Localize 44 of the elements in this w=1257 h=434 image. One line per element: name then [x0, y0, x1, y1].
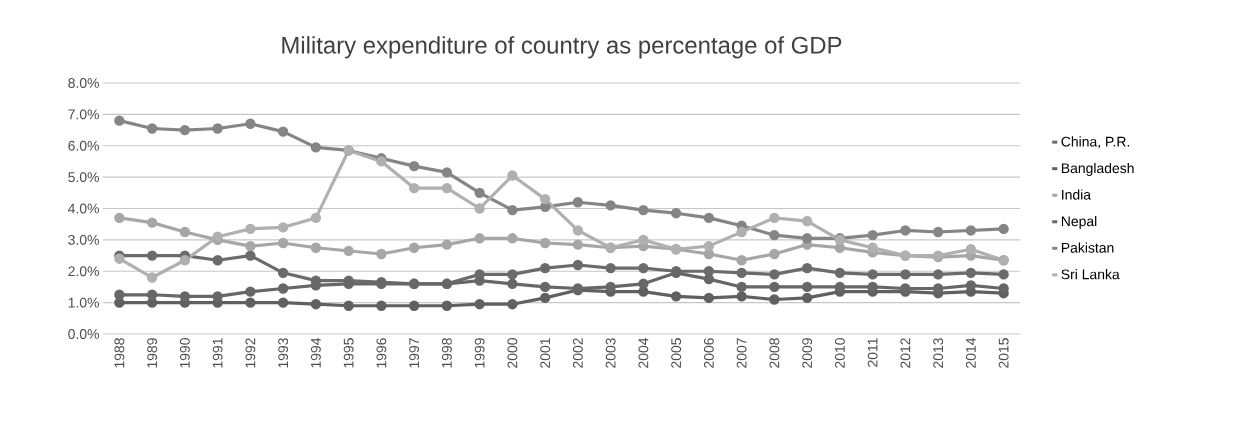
legend-label: India	[1062, 189, 1092, 200]
y-tick-label: 1.0%	[68, 297, 99, 308]
x-tick-label: 2013	[933, 338, 944, 368]
y-tick-label: 0.0%	[68, 329, 99, 339]
y-tick-label: 5.0%	[68, 172, 99, 183]
x-tick-label: 1988	[114, 338, 125, 368]
x-tick-label: 2002	[572, 338, 583, 368]
x-tick-label: 2003	[605, 338, 616, 368]
chart-title: Military expenditure of country as percentage of GDP	[282, 36, 842, 59]
x-tick-label: 1989	[147, 338, 158, 368]
x-tick-label: 2009	[802, 338, 813, 368]
y-tick-label: 7.0%	[68, 109, 99, 120]
x-tick-label: 2005	[671, 338, 682, 368]
legend-label: Bangladesh	[1061, 162, 1134, 176]
x-tick-label: 1992	[245, 338, 256, 368]
x-tick-label: 2015	[998, 338, 1009, 368]
legend-label: China, P.R.	[1061, 136, 1130, 149]
x-tick-label: 2010	[834, 338, 845, 368]
x-tick-label: 1994	[310, 337, 321, 368]
x-tick-label: 1993	[278, 338, 289, 368]
y-tick-label: 4.0%	[68, 203, 99, 214]
x-tick-label: 1997	[409, 338, 420, 368]
x-tick-label: 1999	[474, 338, 485, 368]
x-tick-label: 2006	[703, 338, 714, 368]
x-tick-label: 1991	[212, 338, 223, 368]
x-tick-label: 1995	[343, 338, 354, 368]
x-tick-label: 2000	[507, 338, 518, 368]
x-tick-label: 2011	[867, 338, 878, 367]
legend-label: Nepal	[1061, 215, 1097, 229]
x-tick-label: 2001	[540, 338, 551, 368]
legend-label: Pakistan	[1061, 242, 1114, 253]
x-tick-label: 2008	[769, 338, 780, 368]
y-tick-label: 3.0%	[68, 234, 99, 245]
y-tick-label: 6.0%	[68, 140, 99, 151]
y-tick-label: 8.0%	[68, 78, 99, 88]
x-tick-label: 1990	[179, 338, 190, 368]
y-tick-label: 2.0%	[68, 266, 99, 277]
x-tick-label: 2004	[638, 337, 649, 368]
legend-label: Sri Lanka	[1061, 269, 1120, 280]
x-tick-label: 1998	[441, 338, 452, 368]
x-tick-label: 1996	[376, 338, 387, 368]
x-tick-label: 2014	[965, 337, 976, 368]
x-tick-label: 2007	[736, 338, 747, 368]
x-tick-label: 2012	[900, 338, 911, 368]
